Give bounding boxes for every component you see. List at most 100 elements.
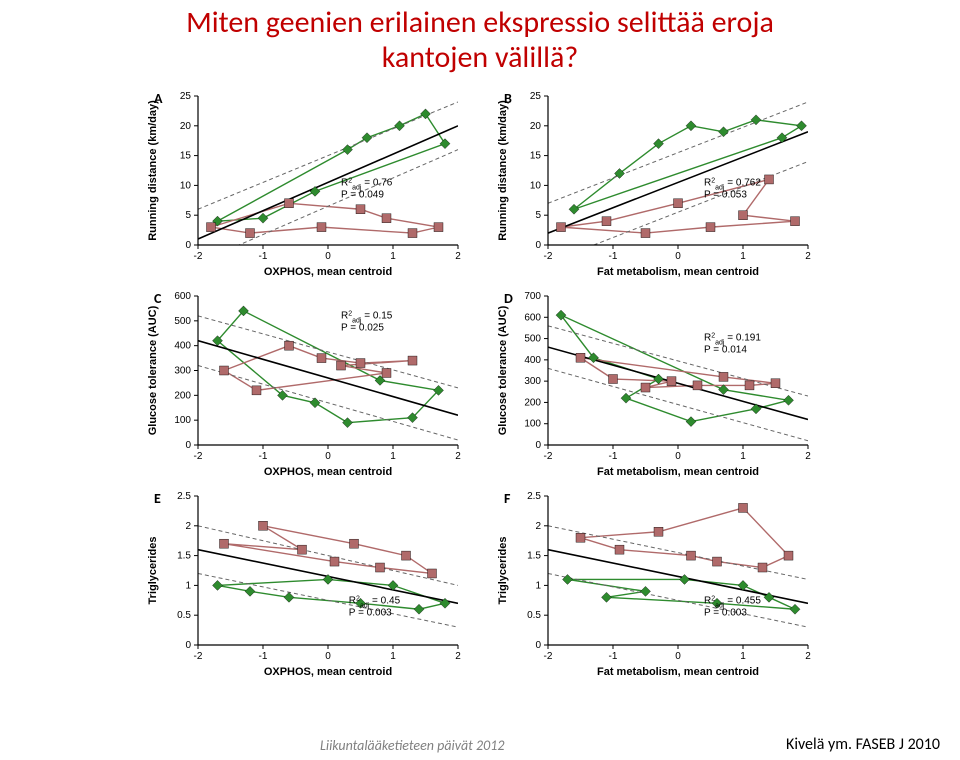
panel-B: B-2-10120510152025Fat metabolism, mean c… — [490, 90, 820, 285]
svg-text:1: 1 — [740, 451, 746, 462]
svg-text:Triglycerides: Triglycerides — [497, 537, 509, 605]
svg-text:25: 25 — [180, 91, 192, 102]
panel-label-D: D — [504, 290, 513, 307]
svg-text:0: 0 — [325, 251, 331, 262]
svg-text:20: 20 — [530, 121, 542, 132]
svg-text:Triglycerides: Triglycerides — [147, 537, 159, 605]
svg-text:Glucose tolerance (AUC): Glucose tolerance (AUC) — [497, 305, 509, 435]
panel-label-F: F — [504, 490, 510, 507]
page-title: Miten geenien erilainen ekspressio selit… — [0, 0, 960, 77]
chart-grid: A-2-10120510152025OXPHOS, mean centroidR… — [140, 90, 820, 690]
svg-text:0: 0 — [675, 651, 681, 662]
panel-label-A: A — [154, 90, 162, 107]
svg-text:-1: -1 — [609, 251, 618, 262]
svg-text:P = 0.053: P = 0.053 — [704, 189, 747, 200]
svg-text:10: 10 — [530, 180, 542, 191]
panel-E: E-2-101200.511.522.5OXPHOS, mean centroi… — [140, 490, 470, 685]
svg-text:-1: -1 — [609, 651, 618, 662]
svg-text:-2: -2 — [544, 451, 553, 462]
svg-text:Fat metabolism, mean centroid: Fat metabolism, mean centroid — [597, 466, 759, 478]
svg-text:20: 20 — [180, 121, 192, 132]
svg-text:-1: -1 — [609, 451, 618, 462]
svg-text:0: 0 — [535, 240, 541, 251]
svg-text:-2: -2 — [544, 251, 553, 262]
svg-text:400: 400 — [524, 355, 541, 366]
svg-text:1: 1 — [185, 580, 191, 591]
svg-text:0.5: 0.5 — [177, 610, 191, 621]
svg-text:500: 500 — [174, 316, 191, 327]
svg-text:-2: -2 — [194, 451, 203, 462]
footer-right: Kivelä ym. FASEB J 2010 — [786, 735, 940, 754]
svg-text:700: 700 — [524, 291, 541, 302]
svg-text:1: 1 — [535, 580, 541, 591]
svg-text:100: 100 — [174, 415, 191, 426]
svg-text:1.5: 1.5 — [177, 551, 191, 562]
svg-text:2: 2 — [185, 521, 191, 532]
svg-text:5: 5 — [185, 210, 191, 221]
panel-C: C-2-10120100200300400500600OXPHOS, mean … — [140, 290, 470, 485]
svg-text:2: 2 — [805, 251, 811, 262]
svg-text:25: 25 — [530, 91, 542, 102]
svg-text:OXPHOS, mean centroid: OXPHOS, mean centroid — [264, 666, 392, 678]
svg-text:P = 0.049: P = 0.049 — [341, 189, 384, 200]
panel-D: D -2 -1 0 1 2 0 100 200 300 400 500 600 700 Fat metabo… — [490, 290, 820, 485]
svg-text:-2: -2 — [194, 251, 203, 262]
svg-text:OXPHOS, mean centroid: OXPHOS, mean centroid — [264, 466, 392, 478]
svg-text:P = 0.025: P = 0.025 — [341, 322, 384, 333]
footer-left: Liikuntalääketieteen päivät 2012 — [320, 737, 504, 754]
svg-text:-2: -2 — [194, 651, 203, 662]
panel-label-B: B — [504, 90, 512, 107]
svg-text:400: 400 — [174, 341, 191, 352]
svg-text:200: 200 — [174, 390, 191, 401]
svg-text:-1: -1 — [259, 251, 268, 262]
svg-text:300: 300 — [524, 376, 541, 387]
svg-text:Running distance (km/day): Running distance (km/day) — [497, 100, 509, 241]
svg-text:1.5: 1.5 — [527, 551, 541, 562]
svg-text:15: 15 — [530, 151, 542, 162]
svg-text:2.5: 2.5 — [177, 491, 191, 502]
svg-text:OXPHOS, mean centroid: OXPHOS, mean centroid — [264, 266, 392, 278]
svg-text:Fat metabolism, mean centroid: Fat metabolism, mean centroid — [597, 666, 759, 678]
svg-text:0: 0 — [185, 440, 191, 451]
svg-text:15: 15 — [180, 151, 192, 162]
svg-text:-1: -1 — [259, 451, 268, 462]
svg-text:2.5: 2.5 — [527, 491, 541, 502]
svg-text:0: 0 — [535, 440, 541, 451]
svg-text:0: 0 — [325, 451, 331, 462]
panel-label-C: C — [154, 290, 161, 307]
svg-text:500: 500 — [524, 334, 541, 345]
svg-text:1: 1 — [390, 251, 396, 262]
svg-text:Glucose tolerance (AUC): Glucose tolerance (AUC) — [147, 305, 159, 435]
svg-text:2: 2 — [805, 451, 811, 462]
svg-text:-1: -1 — [259, 651, 268, 662]
svg-text:1: 1 — [390, 451, 396, 462]
svg-text:Running distance (km/day): Running distance (km/day) — [147, 100, 159, 241]
svg-text:2: 2 — [455, 451, 461, 462]
panel-A: A-2-10120510152025OXPHOS, mean centroidR… — [140, 90, 470, 285]
svg-text:0: 0 — [675, 451, 681, 462]
svg-text:2: 2 — [535, 521, 541, 532]
svg-text:600: 600 — [524, 312, 541, 323]
svg-text:0: 0 — [185, 640, 191, 651]
panel-label-E: E — [154, 490, 161, 507]
svg-text:2: 2 — [455, 251, 461, 262]
svg-text:600: 600 — [174, 291, 191, 302]
svg-text:0: 0 — [325, 651, 331, 662]
svg-text:1: 1 — [740, 251, 746, 262]
svg-text:1: 1 — [740, 651, 746, 662]
svg-text:Fat metabolism, mean centroid: Fat metabolism, mean centroid — [597, 266, 759, 278]
panel-F: F -2 -1 0 1 2 0 0.5 1 1.5 2 2.5 Fat metabolism, mean… — [490, 490, 820, 685]
svg-text:200: 200 — [524, 397, 541, 408]
svg-text:10: 10 — [180, 180, 192, 191]
svg-text:0: 0 — [185, 240, 191, 251]
svg-text:P = 0.003: P = 0.003 — [349, 607, 392, 618]
svg-text:5: 5 — [535, 210, 541, 221]
svg-text:100: 100 — [524, 419, 541, 430]
svg-text:0: 0 — [535, 640, 541, 651]
svg-text:P = 0.014: P = 0.014 — [704, 345, 747, 356]
svg-text:2: 2 — [455, 651, 461, 662]
svg-text:0.5: 0.5 — [527, 610, 541, 621]
svg-text:-2: -2 — [544, 651, 553, 662]
svg-text:2: 2 — [805, 651, 811, 662]
svg-text:0: 0 — [675, 251, 681, 262]
